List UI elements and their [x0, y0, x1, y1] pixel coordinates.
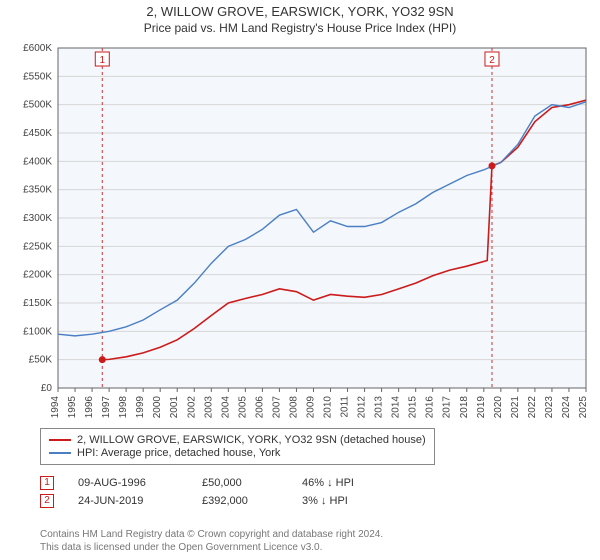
svg-text:2014: 2014	[391, 396, 402, 419]
svg-text:£600K: £600K	[23, 43, 52, 54]
svg-text:£150K: £150K	[23, 298, 52, 309]
svg-text:2009: 2009	[305, 396, 316, 419]
svg-text:1994: 1994	[50, 396, 61, 419]
svg-text:£200K: £200K	[23, 270, 52, 281]
legend-swatch	[49, 439, 71, 441]
sale-price: £392,000	[202, 495, 278, 507]
svg-text:2007: 2007	[271, 396, 282, 419]
svg-text:2019: 2019	[476, 396, 487, 419]
svg-text:2002: 2002	[186, 396, 197, 419]
svg-text:2025: 2025	[578, 396, 589, 419]
sale-row: 1 09-AUG-1996 £50,000 46% ↓ HPI	[40, 476, 402, 490]
svg-text:2013: 2013	[374, 396, 385, 419]
svg-text:1995: 1995	[67, 396, 78, 419]
title-address: 2, WILLOW GROVE, EARSWICK, YORK, YO32 9S…	[0, 4, 600, 19]
svg-text:2003: 2003	[203, 396, 214, 419]
sale-price: £50,000	[202, 477, 278, 489]
sale-marker: 2	[40, 494, 54, 508]
svg-text:2017: 2017	[442, 396, 453, 419]
legend: 2, WILLOW GROVE, EARSWICK, YORK, YO32 9S…	[40, 428, 435, 465]
svg-text:£0: £0	[41, 383, 53, 394]
chart-container: 2, WILLOW GROVE, EARSWICK, YORK, YO32 9S…	[0, 0, 600, 560]
title-block: 2, WILLOW GROVE, EARSWICK, YORK, YO32 9S…	[0, 0, 600, 37]
svg-text:£350K: £350K	[23, 185, 52, 196]
sale-date: 24-JUN-2019	[78, 495, 178, 507]
svg-text:1996: 1996	[84, 396, 95, 419]
footer: Contains HM Land Registry data © Crown c…	[40, 528, 383, 554]
chart-svg: £0 £50K £100K £150K £200K £250K £300K £350K £400…	[8, 42, 592, 422]
footer-line1: Contains HM Land Registry data © Crown c…	[40, 528, 383, 541]
svg-text:£450K: £450K	[23, 128, 52, 139]
svg-text:2024: 2024	[561, 396, 572, 419]
svg-text:£400K: £400K	[23, 156, 52, 167]
svg-text:2: 2	[489, 55, 495, 66]
svg-text:2016: 2016	[425, 396, 436, 419]
svg-text:2004: 2004	[220, 396, 231, 419]
legend-swatch	[49, 452, 71, 454]
sale-diff: 3% ↓ HPI	[302, 495, 402, 507]
svg-text:2023: 2023	[544, 396, 555, 419]
svg-text:2010: 2010	[323, 396, 334, 419]
svg-text:2012: 2012	[357, 396, 368, 419]
svg-text:1997: 1997	[101, 396, 112, 419]
legend-item: HPI: Average price, detached house, York	[49, 447, 426, 459]
sales-table: 1 09-AUG-1996 £50,000 46% ↓ HPI 2 24-JUN-2019…	[40, 472, 402, 512]
svg-text:2005: 2005	[237, 396, 248, 419]
svg-text:1999: 1999	[135, 396, 146, 419]
svg-text:2018: 2018	[459, 396, 470, 419]
svg-text:2022: 2022	[527, 396, 538, 419]
svg-text:2008: 2008	[288, 396, 299, 419]
legend-label: 2, WILLOW GROVE, EARSWICK, YORK, YO32 9S…	[77, 434, 426, 446]
svg-text:£50K: £50K	[29, 355, 53, 366]
svg-text:£500K: £500K	[23, 100, 52, 111]
sale-diff: 46% ↓ HPI	[302, 477, 402, 489]
legend-item: 2, WILLOW GROVE, EARSWICK, YORK, YO32 9S…	[49, 434, 426, 446]
svg-text:£300K: £300K	[23, 213, 52, 224]
svg-text:2011: 2011	[340, 396, 351, 418]
sale-row: 2 24-JUN-2019 £392,000 3% ↓ HPI	[40, 494, 402, 508]
svg-text:2020: 2020	[493, 396, 504, 419]
footer-line2: This data is licensed under the Open Gov…	[40, 541, 383, 554]
sale-marker: 1	[40, 476, 54, 490]
legend-label: HPI: Average price, detached house, York	[77, 447, 280, 459]
chart: £0 £50K £100K £150K £200K £250K £300K £350K £400…	[8, 42, 592, 422]
svg-text:£250K: £250K	[23, 241, 52, 252]
title-subtitle: Price paid vs. HM Land Registry's House …	[0, 21, 600, 35]
svg-text:2015: 2015	[408, 396, 419, 419]
sale-date: 09-AUG-1996	[78, 477, 178, 489]
svg-text:2001: 2001	[169, 396, 180, 419]
svg-text:1998: 1998	[118, 396, 129, 419]
svg-text:1: 1	[100, 55, 106, 66]
svg-text:2000: 2000	[152, 396, 163, 419]
svg-text:2021: 2021	[510, 396, 521, 419]
svg-text:£550K: £550K	[23, 71, 52, 82]
svg-text:2006: 2006	[254, 396, 265, 419]
svg-text:£100K: £100K	[23, 326, 52, 337]
